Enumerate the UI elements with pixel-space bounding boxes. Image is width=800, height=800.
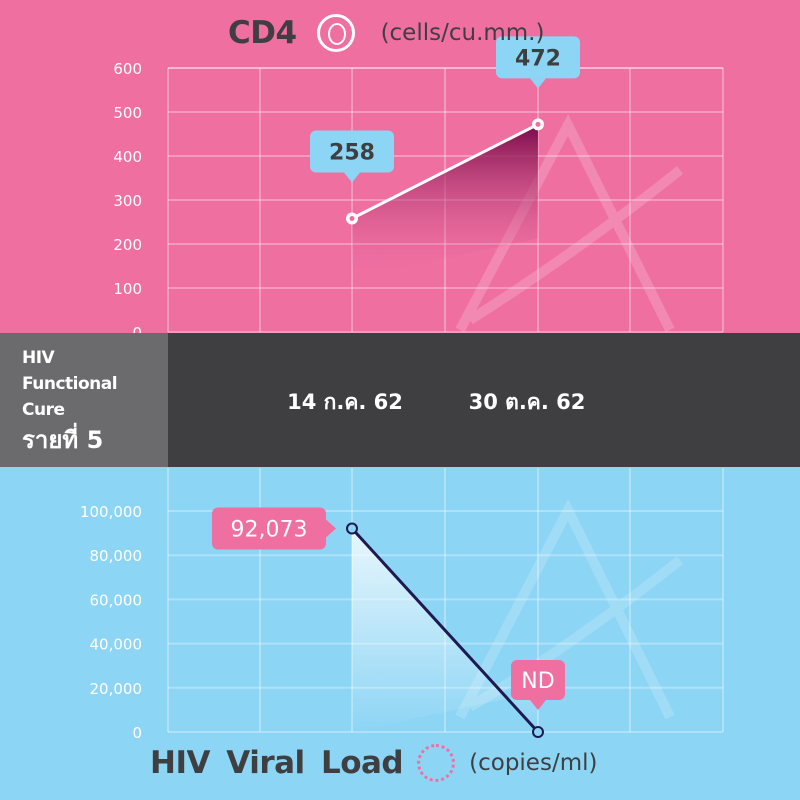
value-callout xyxy=(212,507,326,550)
data-label: 258 xyxy=(329,140,375,165)
value-callout xyxy=(310,130,394,173)
y-tick-label: 500 xyxy=(113,104,142,122)
value-callout xyxy=(511,660,565,700)
cd4-title: CD4 (cells/cu.mm.) xyxy=(228,14,544,52)
series-line xyxy=(350,527,540,734)
date-1: 14 ก.ค. 62 xyxy=(287,390,403,414)
y-tick-label: 20,000 xyxy=(90,680,143,698)
cd4-title-text: CD4 xyxy=(228,15,297,51)
case-number: รายที่ 5 xyxy=(22,426,104,454)
y-tick-label: 100 xyxy=(113,280,142,298)
case-label-line3: Cure xyxy=(22,400,65,420)
y-tick-label: 300 xyxy=(113,192,142,210)
y-tick-label: 200 xyxy=(113,236,142,254)
viral-load-unit: (copies/ml) xyxy=(469,750,598,776)
callout-tail xyxy=(530,78,546,89)
data-label: 92,073 xyxy=(231,518,308,543)
case-label: HIV Functional Cure รายที่ 5 xyxy=(0,333,168,467)
value-callout xyxy=(496,36,580,79)
data-label: ND xyxy=(521,669,554,694)
data-point-inner xyxy=(535,121,541,127)
cell-icon xyxy=(316,14,355,52)
case-label-line2: Functional xyxy=(22,374,118,394)
y-tick-label: 80,000 xyxy=(90,547,143,565)
y-tick-label: 40,000 xyxy=(90,636,143,654)
date-band xyxy=(168,333,800,467)
date-2: 30 ต.ค. 62 xyxy=(468,390,586,414)
y-tick-label: 0 xyxy=(132,724,142,742)
data-point-inner xyxy=(349,215,355,221)
series-line xyxy=(351,122,539,220)
viral-load-title-text: HIV Viral Load xyxy=(150,745,404,781)
virus-icon xyxy=(417,744,456,782)
data-point xyxy=(532,726,544,738)
cd4-panel xyxy=(0,0,800,333)
y-tick-label: 400 xyxy=(113,148,142,166)
callout-tail xyxy=(530,700,546,710)
cd4-unit: (cells/cu.mm.) xyxy=(380,20,545,46)
y-tick-label: 600 xyxy=(113,60,142,78)
case-label-line1: HIV xyxy=(22,348,55,368)
viral-load-title: HIV Viral Load (copies/ml) xyxy=(150,744,597,782)
callout-tail xyxy=(344,172,360,183)
y-tick-label: 100,000 xyxy=(80,503,142,521)
data-point xyxy=(346,522,358,535)
callout-tail xyxy=(326,519,336,538)
data-label: 472 xyxy=(515,46,561,71)
y-tick-label: 60,000 xyxy=(90,591,143,609)
area-fill xyxy=(352,124,538,279)
